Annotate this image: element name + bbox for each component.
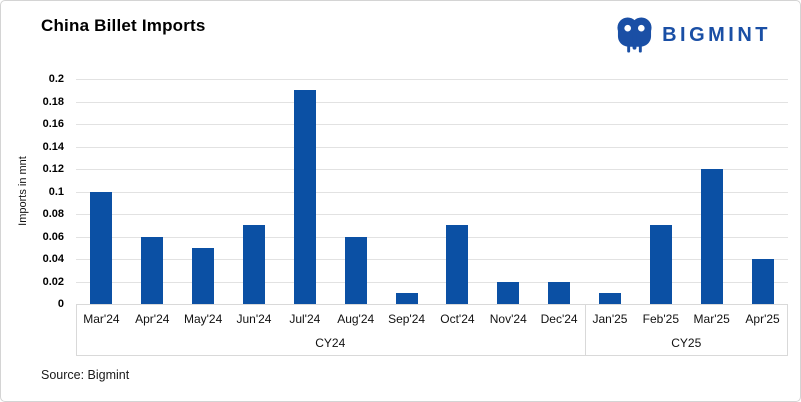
gridline: [76, 169, 788, 170]
gridline: [76, 259, 788, 260]
x-tick-label: Mar'25: [693, 312, 730, 326]
y-tick-label: 0.08: [42, 208, 64, 220]
elephant-icon: [617, 17, 652, 53]
x-tick-label: Jun'24: [236, 312, 272, 326]
bar-Mar'24: [90, 191, 113, 304]
bar-Mar'25: [700, 169, 723, 304]
plot-area: [76, 79, 788, 304]
bar-Apr'24: [141, 236, 164, 304]
x-tick-label: Apr'25: [745, 312, 780, 326]
gridline: [76, 191, 788, 193]
gridline: [76, 146, 788, 148]
x-tick-label: Mar'24: [83, 312, 120, 326]
gridline: [76, 236, 788, 238]
chart-title: China Billet Imports: [41, 16, 206, 35]
gridline: [76, 124, 788, 125]
bar-Aug'24: [344, 236, 367, 304]
y-tick-label: 0.06: [42, 230, 64, 243]
bar-Sep'24: [395, 292, 418, 304]
y-tick-label: 0.1: [48, 185, 64, 198]
y-axis-tick-labels: 0.2 0.18 0.16 0.14 0.12 0.1 0.08 0.06 0.04 0.02 0: [1, 73, 64, 310]
gridline: [76, 79, 788, 80]
x-tick-label: May'24: [183, 312, 223, 326]
bar-Nov'24: [497, 281, 520, 304]
x-tick-label: Jul'24: [289, 312, 321, 326]
bigmint-logo: BIGMINT: [616, 17, 771, 54]
y-tick-label: 0.18: [42, 95, 64, 108]
x-axis-box: Mar'24 Apr'24 May'24 Jun'24 Jul'24 Aug'24 Sep'…: [76, 304, 788, 356]
x-tick-label: Dec'24: [540, 312, 578, 326]
y-tick-label: 0: [57, 298, 64, 310]
x-tick-label: Oct'24: [440, 312, 475, 326]
logo-text: BIGMINT: [662, 24, 771, 46]
y-tick-label: 0.04: [42, 253, 64, 265]
gridline: [76, 281, 788, 283]
x-tick-label: Sep'24: [388, 312, 426, 326]
group-divider: [584, 305, 586, 355]
y-tick-label: 0.12: [42, 163, 64, 175]
y-tick-label: 0.14: [42, 140, 64, 153]
bar-Jan'25: [599, 292, 621, 304]
gridline: [76, 101, 788, 103]
bar-Apr'25: [751, 259, 774, 304]
x-tick-label: Aug'24: [337, 312, 375, 326]
x-tick-label: Jan'25: [592, 312, 628, 326]
x-tick-label: Apr'24: [135, 312, 170, 326]
bar-Dec'24: [548, 281, 571, 304]
x-group-label: CY24: [315, 336, 346, 350]
y-tick-label: 0.02: [42, 275, 64, 288]
bar-Oct'24: [446, 225, 469, 304]
bar-Jul'24: [293, 90, 316, 304]
source-note: Source: Bigmint: [41, 368, 130, 382]
gridline: [76, 214, 788, 215]
x-group-label: CY25: [671, 336, 702, 350]
y-tick-label: 0.16: [42, 118, 64, 130]
bar-Feb'25: [649, 225, 672, 304]
y-tick-label: 0.2: [48, 73, 64, 85]
bar-Jun'24: [243, 225, 265, 304]
x-tick-label: Nov'24: [489, 312, 527, 326]
x-tick-label: Feb'25: [642, 312, 679, 326]
bar-May'24: [192, 247, 215, 304]
